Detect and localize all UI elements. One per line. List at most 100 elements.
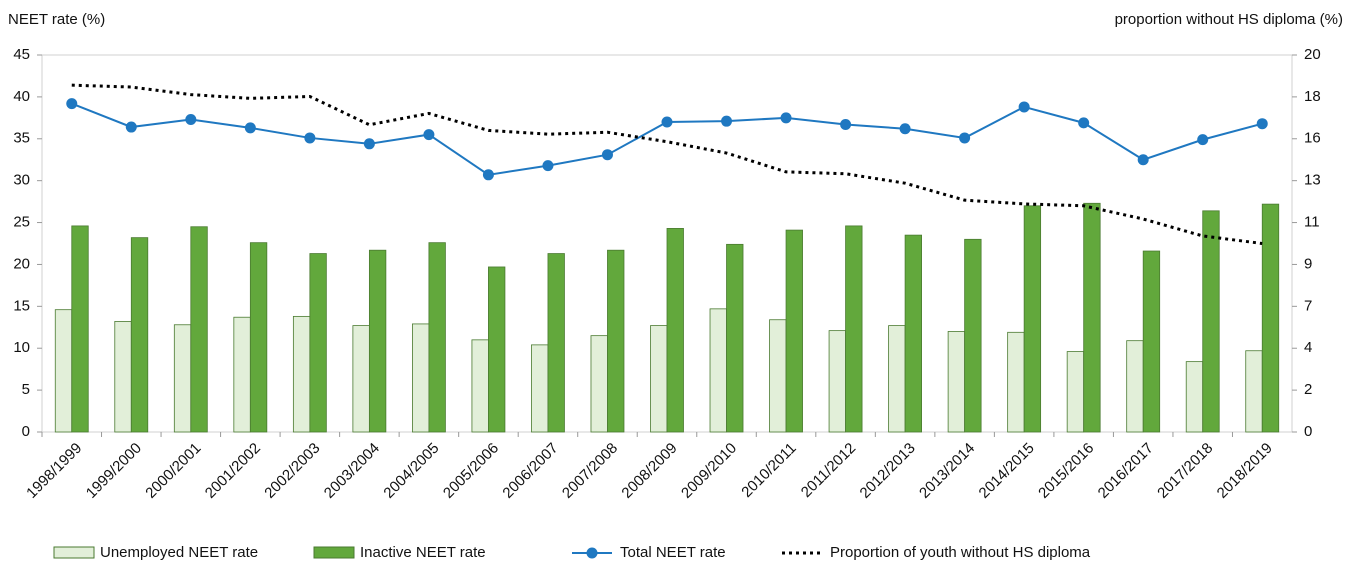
y-tick-label: 10 <box>13 339 30 356</box>
x-tick-label: 2000/2001 <box>142 440 204 502</box>
y-tick-label: 20 <box>13 255 30 272</box>
bar <box>54 309 73 433</box>
x-tick-label: 2010/2011 <box>738 440 799 501</box>
bar <box>1126 340 1144 433</box>
bar <box>1066 351 1085 433</box>
bar <box>947 331 966 433</box>
bar <box>709 308 727 433</box>
y2-tick-label: 18 <box>1304 88 1321 105</box>
y2-tick-label: 0 <box>1304 423 1312 440</box>
bar <box>726 243 744 433</box>
x-tick-label: 2013/2014 <box>916 440 978 502</box>
x-tick-label: 2007/2008 <box>559 440 621 502</box>
x-tick-label: 2002/2003 <box>261 440 323 502</box>
bar <box>1185 361 1204 433</box>
bar <box>531 344 549 433</box>
x-tick-label: 2017/2018 <box>1154 440 1216 502</box>
x-tick-label: 2016/2017 <box>1095 440 1157 502</box>
bar <box>1142 250 1161 433</box>
bar <box>471 339 489 433</box>
bar <box>1007 331 1025 433</box>
y2-tick-label: 16 <box>1304 130 1321 147</box>
legend-swatch <box>53 546 95 559</box>
y-tick-label: 30 <box>13 172 30 189</box>
y-tick-label: 15 <box>13 297 30 314</box>
y2-tick-label: 13 <box>1304 172 1321 189</box>
point <box>721 115 733 127</box>
x-tick-label: 2006/2007 <box>499 440 561 502</box>
point <box>959 132 971 144</box>
bar <box>650 325 668 433</box>
bar <box>428 242 446 433</box>
point <box>125 121 137 133</box>
bar <box>1245 350 1263 433</box>
line <box>71 102 1263 176</box>
y2-tick-label: 9 <box>1304 255 1312 272</box>
x-tick-label: 2005/2006 <box>440 440 502 502</box>
point <box>780 112 792 124</box>
bar <box>828 330 846 433</box>
y2-tick-label: 4 <box>1304 339 1312 356</box>
y-tick-label: 5 <box>22 381 30 398</box>
y-tick-label: 0 <box>22 423 30 440</box>
x-tick-label: 2014/2015 <box>976 440 1038 502</box>
bar <box>71 225 89 433</box>
line <box>71 83 1263 245</box>
bar <box>488 266 506 433</box>
legend-swatch <box>313 546 355 559</box>
legend-label: Total NEET rate <box>620 544 726 561</box>
point <box>304 132 316 144</box>
point <box>423 129 435 141</box>
point <box>1197 134 1209 146</box>
bar <box>368 249 387 433</box>
bar <box>352 325 370 433</box>
point <box>1256 118 1268 130</box>
legend-label: Inactive NEET rate <box>360 544 486 561</box>
legend-label: Proportion of youth without HS diploma <box>830 544 1091 561</box>
bar <box>666 228 684 433</box>
point <box>661 116 673 128</box>
bar <box>249 242 268 433</box>
point <box>840 119 852 131</box>
point <box>244 122 256 134</box>
y2-tick-label: 2 <box>1304 381 1312 398</box>
bar <box>190 226 208 433</box>
bar <box>233 316 251 433</box>
x-tick-label: 2008/2009 <box>618 440 680 502</box>
bar <box>1083 202 1101 433</box>
x-tick-label: 2001/2002 <box>202 440 264 502</box>
x-tick-label: 2004/2005 <box>380 440 442 502</box>
bar <box>845 225 863 433</box>
bar <box>114 321 132 433</box>
bar <box>547 253 565 433</box>
bar <box>769 319 787 433</box>
point <box>542 160 554 172</box>
y-tick-label: 25 <box>13 214 30 231</box>
bar <box>1261 203 1280 433</box>
bar <box>173 324 192 433</box>
point <box>185 114 197 126</box>
bar <box>412 323 430 433</box>
point <box>1137 154 1149 166</box>
x-tick-label: 1999/2000 <box>83 440 145 502</box>
x-tick-label: 2018/2019 <box>1214 440 1276 502</box>
bar <box>1202 210 1220 433</box>
x-tick-label: 2003/2004 <box>321 440 383 502</box>
point <box>363 138 375 150</box>
x-tick-label: 2012/2013 <box>857 440 919 502</box>
point <box>601 149 613 161</box>
y-axis-label: NEET rate (%) <box>8 11 105 28</box>
bar <box>964 238 982 433</box>
legend-label: Unemployed NEET rate <box>100 544 258 561</box>
point <box>66 98 78 110</box>
x-tick-label: 2011/2012 <box>798 440 859 501</box>
x-tick-label: 2009/2010 <box>678 440 740 502</box>
point <box>482 169 494 181</box>
y2-tick-label: 11 <box>1304 214 1320 231</box>
y2-tick-label: 20 <box>1304 46 1321 63</box>
bar <box>607 249 625 433</box>
point <box>1078 117 1090 129</box>
point <box>1018 101 1030 113</box>
